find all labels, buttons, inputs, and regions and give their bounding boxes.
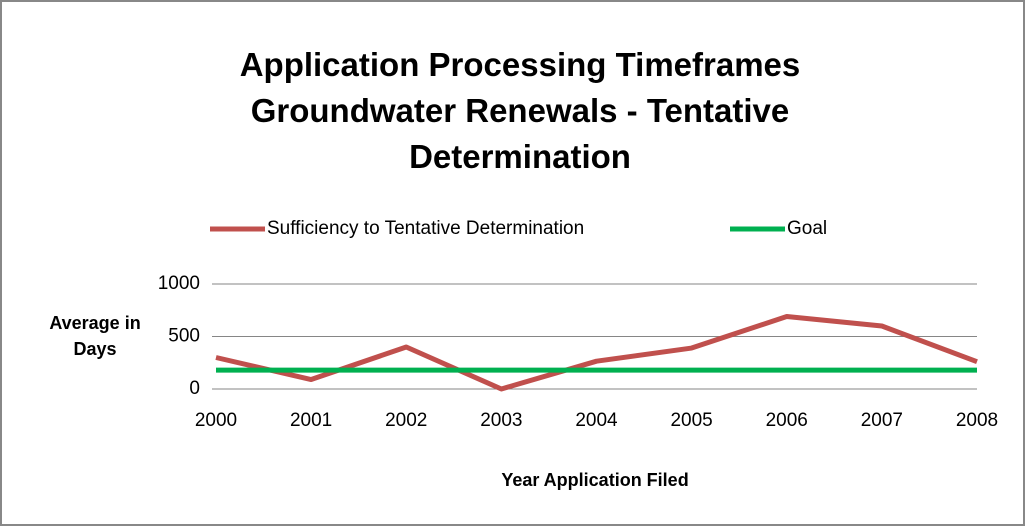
y-tick-label: 0 <box>189 378 200 399</box>
chart-title: Application Processing Timeframes Ground… <box>239 46 801 175</box>
y-tick-label: 1000 <box>158 273 200 294</box>
y-axis-label: Average in Days <box>49 313 141 359</box>
x-tick-label: 2003 <box>480 410 522 431</box>
legend-label: Sufficiency to Tentative Determination <box>267 218 584 239</box>
x-tick-label: 2005 <box>670 410 712 431</box>
x-tick-label: 2002 <box>385 410 427 431</box>
x-tick-label: 2000 <box>195 410 237 431</box>
legend-label: Goal <box>787 218 827 239</box>
x-tick-label: 2008 <box>956 410 998 431</box>
x-tick-label: 2006 <box>766 410 808 431</box>
x-tick-label: 2001 <box>290 410 332 431</box>
x-tick-label: 2007 <box>861 410 903 431</box>
x-tick-label: 2004 <box>575 410 618 431</box>
y-tick-label: 500 <box>168 326 200 347</box>
x-axis-label: Year Application Filed <box>501 470 689 490</box>
